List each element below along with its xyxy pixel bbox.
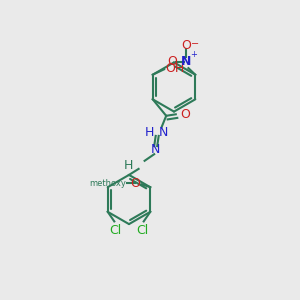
Text: O: O bbox=[130, 177, 140, 190]
Text: O: O bbox=[180, 108, 190, 121]
Text: −: − bbox=[190, 38, 199, 49]
Text: O: O bbox=[168, 55, 177, 68]
Text: N: N bbox=[151, 143, 160, 156]
Text: N: N bbox=[181, 55, 191, 68]
Text: H: H bbox=[124, 159, 134, 172]
Text: Cl: Cl bbox=[110, 224, 122, 237]
Text: O: O bbox=[182, 39, 191, 52]
Text: methoxy: methoxy bbox=[89, 178, 126, 188]
Text: +: + bbox=[190, 50, 197, 58]
Text: H: H bbox=[145, 126, 154, 139]
Text: OH: OH bbox=[165, 62, 184, 75]
Text: Cl: Cl bbox=[136, 224, 148, 237]
Text: N: N bbox=[159, 126, 168, 139]
